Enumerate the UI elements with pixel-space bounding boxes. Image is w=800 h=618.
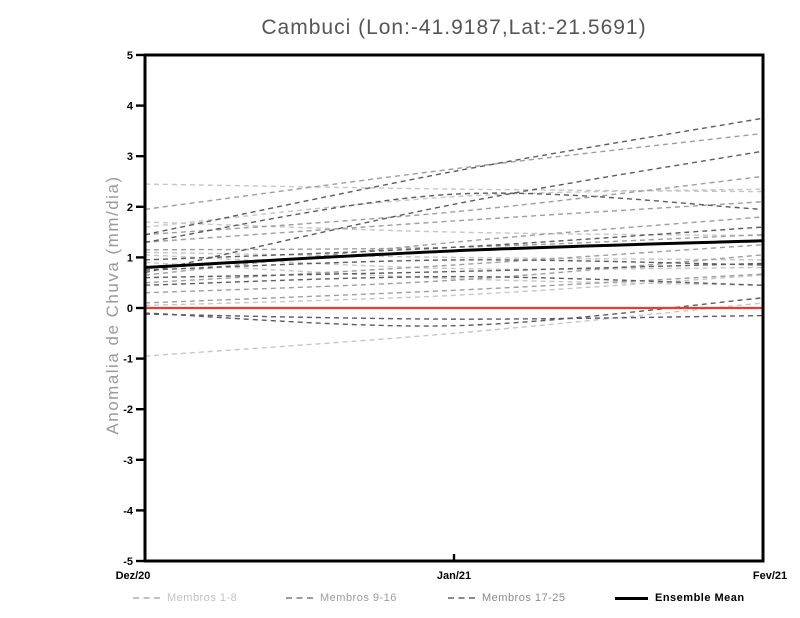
legend-entry-membros-1-8: Membros 1-8 xyxy=(133,589,237,607)
x-tick-label: Jan/21 xyxy=(437,570,471,582)
legend-entry-ensemble-mean: Ensemble Mean xyxy=(615,589,745,607)
series-line-membro-24 xyxy=(144,297,764,327)
y-tick-label: 2 xyxy=(127,202,133,214)
legend: Membros 1-8 Membros 9-16 Membros 17-25 Ense… xyxy=(0,589,800,609)
x-tick-label: Dez/20 xyxy=(116,570,151,582)
legend-line-sample xyxy=(286,597,313,599)
legend-label: Membros 9-16 xyxy=(320,592,397,604)
y-tick-label: -1 xyxy=(123,354,133,366)
legend-line-sample xyxy=(615,596,648,600)
y-tick-label: 1 xyxy=(127,252,133,264)
series-line-membro-15 xyxy=(144,254,764,294)
x-tick-label: Fev/21 xyxy=(753,570,787,582)
series-line-membro-9 xyxy=(144,132,764,211)
y-tick-label: -5 xyxy=(123,556,133,568)
y-tick-label: 4 xyxy=(127,101,134,113)
series-line-membro-7 xyxy=(144,274,764,307)
series-line-membro-4 xyxy=(144,251,764,261)
legend-entry-membros-9-16: Membros 9-16 xyxy=(286,589,397,607)
series-line-membro-2 xyxy=(144,221,764,237)
series-line-membro-22 xyxy=(144,262,764,279)
series-line-membro-17 xyxy=(144,117,764,236)
y-tick-label: 3 xyxy=(127,151,133,163)
legend-entry-membros-17-25: Membros 17-25 xyxy=(448,589,566,607)
series-line-membro-10 xyxy=(144,175,764,236)
series-line-membro-18 xyxy=(144,150,764,274)
legend-label: Membros 1-8 xyxy=(167,592,238,604)
y-tick-label: -4 xyxy=(123,505,134,517)
series-line-membro-25 xyxy=(144,313,764,320)
series-line-membro-8 xyxy=(144,302,764,357)
y-tick-label: 0 xyxy=(127,303,133,315)
series-line-membro-23 xyxy=(144,275,764,286)
legend-line-sample xyxy=(133,597,160,599)
series-line-membro-14 xyxy=(144,244,764,284)
y-tick-label: 5 xyxy=(127,50,133,62)
series-line-membro-20 xyxy=(144,226,764,261)
series-line-membro-19 xyxy=(144,192,764,243)
chart-title: Cambuci (Lon:-41.9187,Lat:-21.5691) xyxy=(261,16,647,39)
legend-label: Membros 17-25 xyxy=(482,592,566,604)
series-line-membro-16 xyxy=(144,273,764,304)
legend-label: Ensemble Mean xyxy=(655,592,745,604)
series-line-membro-5 xyxy=(144,254,764,270)
series-line-membro-11 xyxy=(144,201,764,243)
series-line-membro-21 xyxy=(144,259,764,271)
series-line-ensemble-mean xyxy=(144,239,764,270)
series-line-membro-1 xyxy=(144,183,764,193)
legend-line-sample xyxy=(448,597,475,599)
y-tick-label: -3 xyxy=(123,455,133,467)
y-tick-label: -2 xyxy=(123,404,133,416)
